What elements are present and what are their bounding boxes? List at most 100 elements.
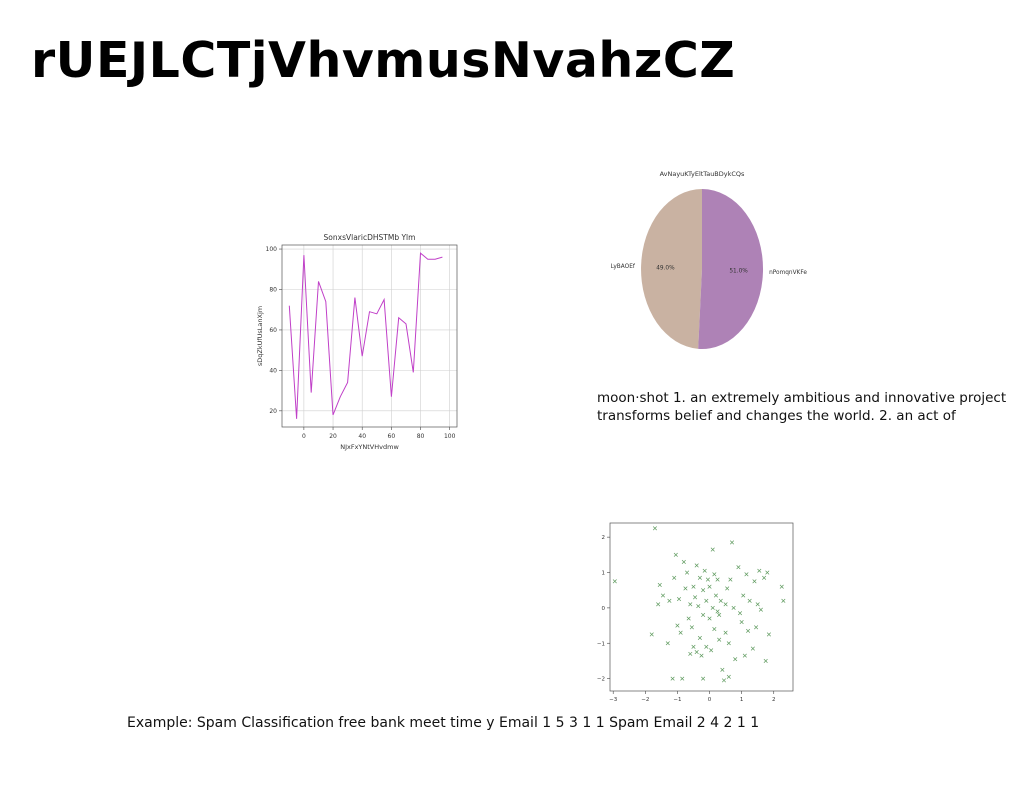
scatter-ytick-label: −2 [597,677,605,683]
line-chart-ytick-label: 80 [269,286,277,293]
slide-title: rUEJLCTjVhvmusNvahzCZ [31,32,736,89]
line-chart-ylabel: sDqZkUfUsLanXjm [256,306,264,366]
scatter-point [710,547,715,552]
scatter-point [723,602,728,607]
scatter-point [704,644,709,649]
scatter-point [710,605,715,610]
scatter-point [763,658,768,663]
scatter-point [689,625,694,630]
scatter-chart: −3 −2 −1 0 1 2 −2 −1 0 1 2 [597,522,794,703]
scatter-point [720,667,725,672]
scatter-point [729,540,735,545]
scatter-point [721,678,727,683]
scatter-xtick-label: −1 [673,697,681,703]
scatter-point [701,588,706,593]
scatter-point [652,526,657,531]
line-chart-ytick-label: 20 [269,408,277,415]
pie-slice-label: LyBAOEf [611,264,636,270]
scatter-point [742,653,747,658]
scatter-point [765,570,770,575]
scatter-point [612,579,617,584]
scatter-point [656,602,661,607]
scatter-point [755,602,760,607]
line-chart-ytick-label: 40 [269,367,277,374]
line-chart-title: SonxsVlaricDHSTMb Ylm [324,233,416,242]
scatter-point [665,641,670,646]
scatter-point [728,577,733,582]
line-chart-xtick-label: 0 [302,433,306,440]
pie-slice [698,188,764,349]
scatter-point [752,579,757,584]
scatter-point [683,586,688,591]
scatter-ytick-label: 0 [602,606,606,612]
line-chart-series [288,252,443,419]
scatter-point [660,593,666,598]
scatter-point [675,623,680,628]
scatter-point [701,676,706,681]
scatter-point [726,641,731,646]
pie-chart-title: AvNayuKTyEltTauBDykCQs [660,170,745,178]
scatter-point [678,630,683,635]
scatter-point [741,593,746,598]
scatter-point [757,568,762,573]
scatter-point [733,657,738,662]
scatter-point [717,612,722,618]
scatter-point [717,637,722,642]
scatter-point [702,568,707,573]
scatter-xtick-label: 2 [772,697,776,703]
scatter-point [726,674,731,679]
scatter-chart-frame [609,522,794,692]
line-chart-ytick-label: 60 [269,327,277,334]
scatter-point [694,563,699,568]
scatter-point [657,582,662,587]
scatter-point [685,570,690,575]
scatter-point [672,575,677,580]
scatter-point [667,598,672,603]
scatter-ytick-label: −1 [597,641,605,647]
scatter-point [680,676,685,681]
scatter-xtick-label: −3 [609,697,618,703]
pie-slice [641,189,702,349]
scatter-point [736,565,741,570]
scatter-point [673,552,678,557]
scatter-point [649,632,654,637]
scatter-point [694,650,699,655]
scatter-point [691,644,696,649]
scatter-point [691,584,696,589]
line-chart-xtick-label: 100 [444,433,456,440]
line-chart-xtick-label: 40 [358,433,366,440]
scatter-point [725,586,730,591]
scatter-point [670,676,675,681]
line-chart-frame [281,244,458,428]
scatter-point [707,584,712,589]
line-chart-xtick-label: 80 [417,433,425,440]
scatter-point [723,630,728,635]
definition-line-1: moon·shot 1. an extremely ambitious and … [597,390,1007,406]
scatter-point [766,632,771,637]
line-chart: SonxsVlaricDHSTMb Ylm 0 20 40 60 80 100 20 40 60 8… [256,233,458,451]
scatter-point [688,651,693,656]
line-chart-xlabel: NJxFxYNtVHvdmw [340,443,399,451]
line-chart-ytick-label: 100 [266,246,278,253]
scatter-xtick-label: 0 [708,697,712,703]
pie-chart: AvNayuKTyEltTauBDykCQs 49.0% LyBAOEf 51.0% n… [611,170,807,349]
scatter-ytick-label: 2 [602,535,606,541]
scatter-point [718,598,723,603]
scatter-point [737,611,743,616]
scatter-point [707,616,712,621]
scatter-ytick-label: 1 [602,571,606,577]
definition-text: moon·shot 1. an extremely ambitious and … [597,389,1024,425]
scatter-point [754,625,759,630]
scatter-point [681,559,686,564]
example-text: Example: Spam Classification free bank m… [127,715,760,731]
scatter-point [715,609,720,614]
pie-slice-percent: 51.0% [729,269,748,275]
scatter-point [696,604,701,609]
scatter-point [746,628,751,633]
scatter-point [704,598,709,603]
scatter-xtick-label: 1 [740,697,744,703]
scatter-point [744,572,749,577]
scatter-point [693,595,698,600]
line-chart-xtick-label: 20 [329,433,337,440]
scatter-point [781,598,786,603]
